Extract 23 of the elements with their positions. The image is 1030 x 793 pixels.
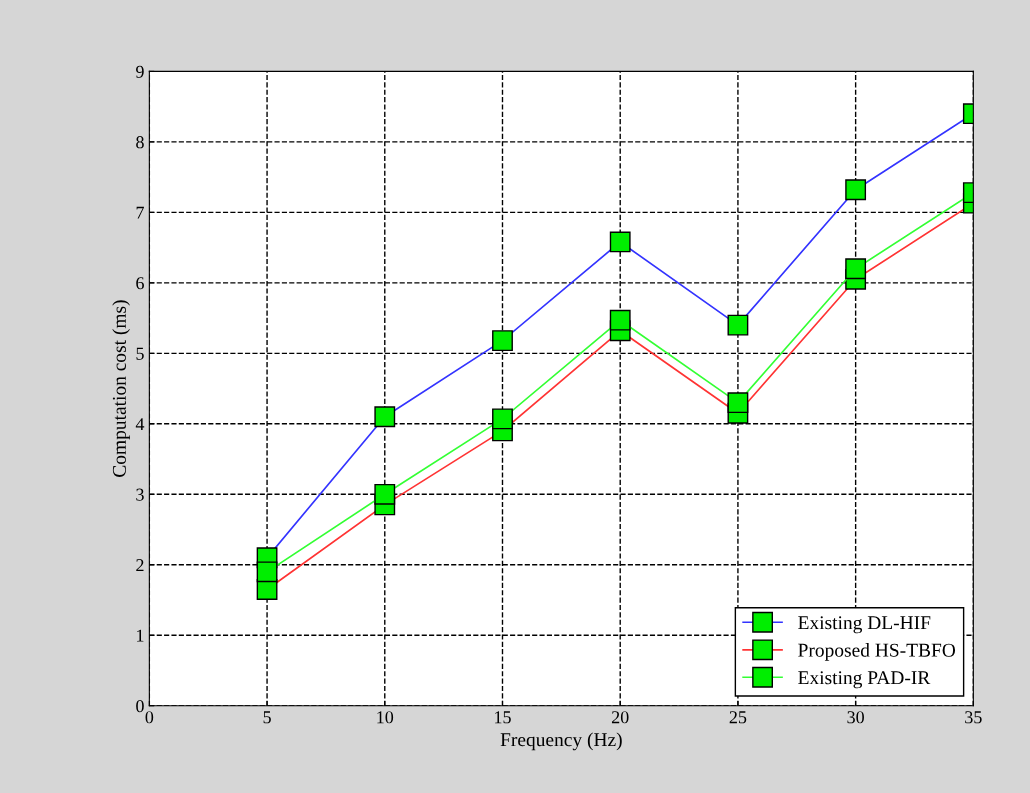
x-tick-label: 20 xyxy=(611,711,629,724)
y-tick-label: 3 xyxy=(136,488,144,501)
y-tick-label: 1 xyxy=(137,629,144,642)
y-tick-label: 0 xyxy=(136,700,144,713)
y-tick-label: 9 xyxy=(136,65,144,78)
x-tick-label: 30 xyxy=(847,711,864,724)
y-tick-label: 5 xyxy=(136,347,144,360)
x-tick-label: 0 xyxy=(145,711,154,724)
x-tick-label: 10 xyxy=(377,711,394,724)
y-tick-label: 8 xyxy=(136,136,144,149)
y-tick-label: 4 xyxy=(135,418,145,431)
legend-label: Existing PAD-IR xyxy=(798,671,931,689)
y-tick-label: 6 xyxy=(136,277,144,290)
x-tick-label: 25 xyxy=(729,711,747,724)
legend-label: Proposed HS-TBFO xyxy=(798,643,956,661)
legend-label: Existing DL-HIF xyxy=(798,616,931,634)
y-axis-title: Computation cost (ms) xyxy=(112,300,130,477)
x-tick-label: 35 xyxy=(965,711,982,724)
x-axis-title: Frequency (Hz) xyxy=(500,732,622,751)
y-tick-label: 7 xyxy=(136,206,144,219)
x-tick-label: 15 xyxy=(495,711,511,724)
y-tick-label: 2 xyxy=(136,559,144,572)
x-tick-label: 5 xyxy=(263,711,271,724)
